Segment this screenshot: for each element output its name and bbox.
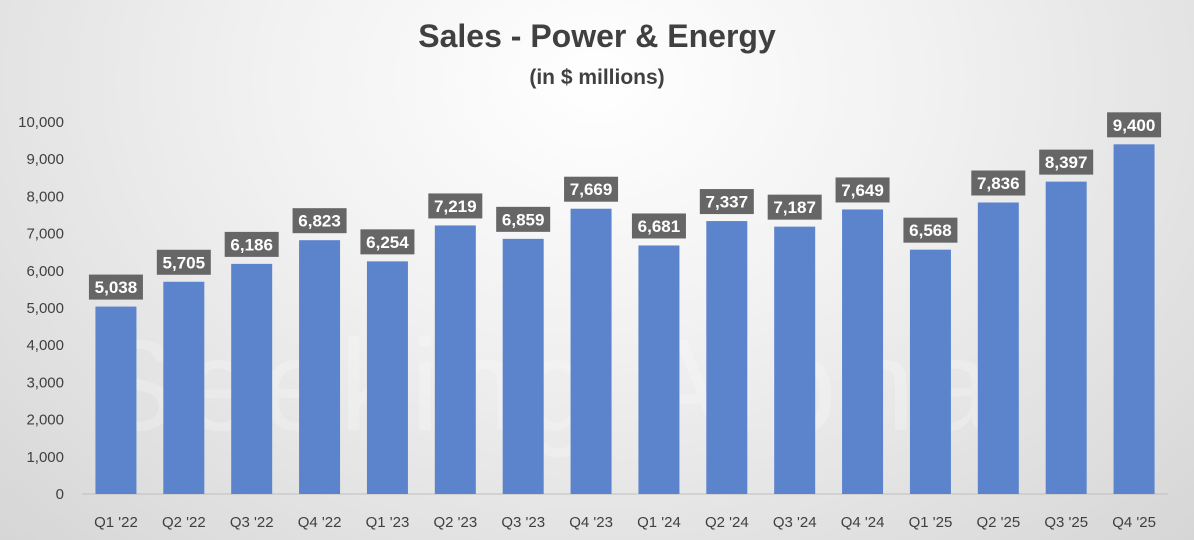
- bar: [638, 245, 680, 494]
- data-label-box: [156, 249, 211, 275]
- y-tick-label: 3,000: [26, 374, 64, 391]
- data-label: 7,669: [570, 180, 613, 199]
- data-label-box: [971, 170, 1026, 196]
- data-label: 8,397: [1045, 153, 1088, 172]
- x-tick-label: Q3 '23: [501, 514, 545, 531]
- data-label-box: [88, 274, 143, 300]
- y-tick-label: 5,000: [26, 300, 64, 317]
- y-tick-label: 7,000: [26, 226, 64, 243]
- data-label-box: [835, 177, 890, 203]
- data-label-box: [631, 213, 686, 239]
- data-label: 5,038: [95, 278, 138, 297]
- chart-title: Sales - Power & Energy: [418, 18, 776, 54]
- data-label-box: [767, 194, 822, 220]
- data-label-box: [224, 231, 279, 257]
- bar: [502, 238, 544, 494]
- data-label: 6,568: [909, 221, 952, 240]
- x-tick-label: Q4 '23: [569, 514, 613, 531]
- x-tick-label: Q1 '25: [909, 514, 953, 531]
- chart-subtitle: (in $ millions): [529, 66, 665, 89]
- bar: [434, 225, 476, 495]
- x-tick-label: Q2 '25: [976, 514, 1020, 531]
- y-tick-label: 10,000: [18, 114, 64, 131]
- x-tick-label: Q3 '25: [1044, 514, 1088, 531]
- y-tick-label: 1,000: [26, 449, 64, 466]
- data-label-box: [1039, 149, 1094, 175]
- x-tick-label: Q3 '24: [773, 514, 817, 531]
- x-tick-label: Q4 '22: [298, 514, 342, 531]
- bar: [299, 240, 341, 494]
- data-label: 6,254: [366, 233, 409, 252]
- data-label: 6,823: [298, 212, 341, 231]
- x-tick-label: Q1 '22: [94, 514, 138, 531]
- data-label: 6,186: [230, 235, 273, 254]
- bar: [774, 226, 816, 494]
- x-tick-label: Q2 '23: [433, 514, 477, 531]
- data-label: 7,219: [434, 197, 477, 216]
- y-tick-label: 4,000: [26, 337, 64, 354]
- x-tick-label: Q3 '22: [230, 514, 274, 531]
- y-tick-label: 8,000: [26, 188, 64, 205]
- data-label: 7,836: [977, 174, 1020, 193]
- y-tick-label: 6,000: [26, 263, 64, 280]
- bar: [366, 261, 408, 494]
- bar: [163, 281, 205, 494]
- data-label-box: [292, 208, 347, 234]
- data-label: 7,649: [841, 181, 884, 200]
- x-tick-label: Q1 '23: [366, 514, 410, 531]
- bar: [706, 221, 748, 494]
- x-tick-label: Q1 '24: [637, 514, 681, 531]
- data-label-box: [564, 176, 619, 202]
- bar: [1045, 181, 1087, 495]
- y-tick-label: 2,000: [26, 412, 64, 429]
- data-label-box: [360, 229, 415, 255]
- data-label: 7,187: [773, 198, 816, 217]
- bar: [842, 209, 884, 494]
- y-tick-label: 0: [56, 486, 64, 503]
- data-label-box: [699, 189, 754, 215]
- x-tick-label: Q4 '24: [841, 514, 885, 531]
- data-label-box: [428, 193, 483, 219]
- data-label: 9,400: [1113, 116, 1156, 135]
- data-label: 6,859: [502, 210, 545, 229]
- y-tick-label: 9,000: [26, 151, 64, 168]
- data-label-box: [903, 217, 958, 243]
- data-label: 5,705: [163, 253, 206, 272]
- data-label: 7,337: [706, 193, 749, 212]
- bar: [1113, 144, 1155, 494]
- x-tick-label: Q2 '24: [705, 514, 749, 531]
- bar: [570, 208, 612, 494]
- x-tick-label: Q4 '25: [1112, 514, 1156, 531]
- bar: [95, 306, 137, 494]
- data-label: 6,681: [638, 217, 681, 236]
- data-label-box: [1107, 112, 1162, 138]
- x-tick-label: Q2 '22: [162, 514, 206, 531]
- bar: [909, 249, 951, 494]
- data-label-box: [496, 206, 551, 232]
- bar: [977, 202, 1019, 494]
- bar: [231, 263, 273, 494]
